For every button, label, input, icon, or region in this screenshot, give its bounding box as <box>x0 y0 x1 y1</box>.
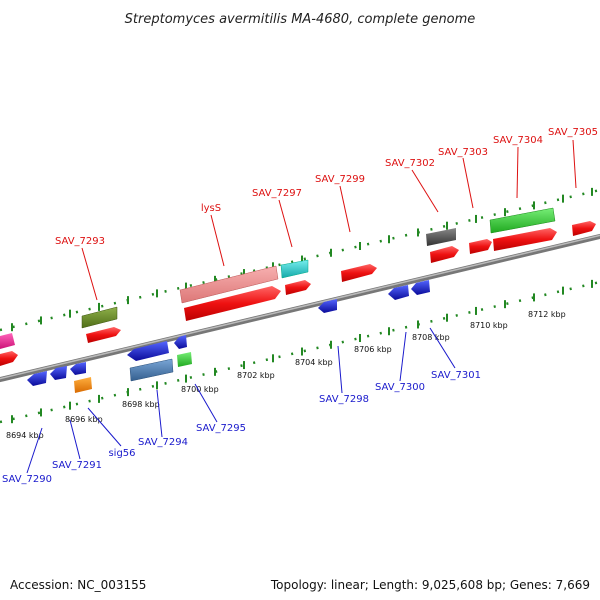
leader-SAV-7297 <box>278 199 293 248</box>
gene-label[interactable]: SAV_7290 <box>2 474 52 485</box>
gene-SAV-7299[interactable] <box>341 264 377 282</box>
gene-label[interactable]: SAV_7299 <box>315 174 365 185</box>
gene-SAV-7301[interactable] <box>411 280 430 295</box>
scale-label: 8712 kbp <box>528 310 566 319</box>
reverse-major-ticks <box>11 279 593 424</box>
chromosome-backbone <box>0 233 600 383</box>
leader-SAV-7295 <box>194 383 218 423</box>
leader-SAV-7290 <box>26 427 43 474</box>
gene-arrow-blue[interactable] <box>50 366 67 380</box>
gene-SAV-7304[interactable] <box>489 207 556 234</box>
leader-SAV-7299 <box>339 185 351 233</box>
reverse-strand-guide <box>0 280 600 424</box>
gene-arrow-magenta[interactable] <box>0 333 15 349</box>
gene-label[interactable]: SAV_7291 <box>52 460 102 471</box>
gene-arrow-blue[interactable] <box>27 371 47 386</box>
scale-label: 8702 kbp <box>237 371 275 380</box>
gene-label[interactable]: SAV_7297 <box>252 188 302 199</box>
gene-label[interactable]: SAV_7294 <box>138 437 188 448</box>
forward-label-leaders <box>81 139 577 301</box>
gene-label[interactable]: SAV_7298 <box>319 394 369 405</box>
gene-arrow-red[interactable] <box>430 246 459 263</box>
scale-label: 8704 kbp <box>295 358 333 367</box>
genome-summary-text: Topology: linear; Length: 9,025,608 bp; … <box>270 578 590 592</box>
gene-arrow-red-long[interactable] <box>184 286 281 321</box>
gene-arrow-blue[interactable] <box>70 362 86 375</box>
leader-SAV-7298 <box>337 345 343 394</box>
leader-SAV-7302 <box>411 169 439 213</box>
leader-sig56 <box>87 407 122 447</box>
leader-SAV-7301 <box>429 327 456 369</box>
leader-SAV-7304 <box>516 146 519 199</box>
gene-SAV-7305[interactable] <box>572 221 596 236</box>
leader-lysS <box>210 214 225 267</box>
gene-label[interactable]: SAV_7302 <box>385 158 435 169</box>
gene-label[interactable]: SAV_7300 <box>375 382 425 393</box>
scale-label: 8694 kbp <box>6 431 44 440</box>
gene-label[interactable]: SAV_7301 <box>431 370 481 381</box>
map-title: Streptomyces avermitilis MA-4680, comple… <box>125 12 476 27</box>
forward-gene-features <box>0 207 596 366</box>
forward-major-ticks <box>11 187 593 332</box>
gene-arrow-red[interactable] <box>86 327 121 343</box>
scale-label: 8696 kbp <box>65 415 103 424</box>
leader-SAV-7294 <box>156 389 163 438</box>
gene-label[interactable]: SAV_7293 <box>55 236 105 247</box>
scale-label: 8708 kbp <box>412 333 450 342</box>
scale-label: 8700 kbp <box>181 385 219 394</box>
gene-steel[interactable] <box>129 358 174 382</box>
gene-label[interactable]: sig56 <box>108 448 135 459</box>
scale-label: 8710 kbp <box>470 321 508 330</box>
leader-SAV-7293 <box>81 247 98 301</box>
gene-label[interactable]: SAV_7305 <box>548 127 598 138</box>
reverse-label-leaders <box>26 327 456 474</box>
gene-sig56[interactable] <box>74 377 92 393</box>
gene-label[interactable]: SAV_7295 <box>196 423 246 434</box>
gene-lysS[interactable] <box>179 265 279 304</box>
reverse-gene-labels: SAV_7290 SAV_7291 sig56 SAV_7294 SAV_729… <box>2 370 481 485</box>
gene-label[interactable]: lysS <box>201 203 221 214</box>
gene-SAV-7293[interactable] <box>81 306 118 329</box>
leader-SAV-7305 <box>572 139 577 189</box>
gene-SAV-7300[interactable] <box>388 285 409 300</box>
gene-label[interactable]: SAV_7304 <box>493 135 543 146</box>
gene-label[interactable]: SAV_7303 <box>438 147 488 158</box>
forward-gene-labels: SAV_7293 lysS SAV_7297 SAV_7299 SAV_7302… <box>55 127 598 247</box>
scale-label: 8706 kbp <box>354 345 392 354</box>
gene-SAV-7295[interactable] <box>177 352 192 367</box>
gene-arrow-red-long[interactable] <box>493 228 557 251</box>
leader-SAV-7291 <box>69 419 81 460</box>
gene-SAV-7294[interactable] <box>127 341 169 361</box>
gene-arrow-red[interactable] <box>285 280 311 295</box>
gene-arrow-blue[interactable] <box>174 335 187 349</box>
scale-labels: 8694 kbp 8696 kbp 8698 kbp 8700 kbp 8702… <box>6 310 566 440</box>
leader-SAV-7300 <box>399 331 407 382</box>
gene-SAV-7298[interactable] <box>318 299 337 313</box>
gene-SAV-7297[interactable] <box>280 259 309 279</box>
gene-SAV-7302[interactable] <box>426 228 456 246</box>
gene-SAV-7303[interactable] <box>469 239 492 254</box>
reverse-gene-features <box>27 280 430 393</box>
accession-text: Accession: NC_003155 <box>10 578 147 592</box>
chromosome-backbone-highlight <box>0 234 600 380</box>
leader-SAV-7303 <box>462 157 474 209</box>
gene-arrow-red[interactable] <box>0 351 18 366</box>
scale-label: 8698 kbp <box>122 400 160 409</box>
